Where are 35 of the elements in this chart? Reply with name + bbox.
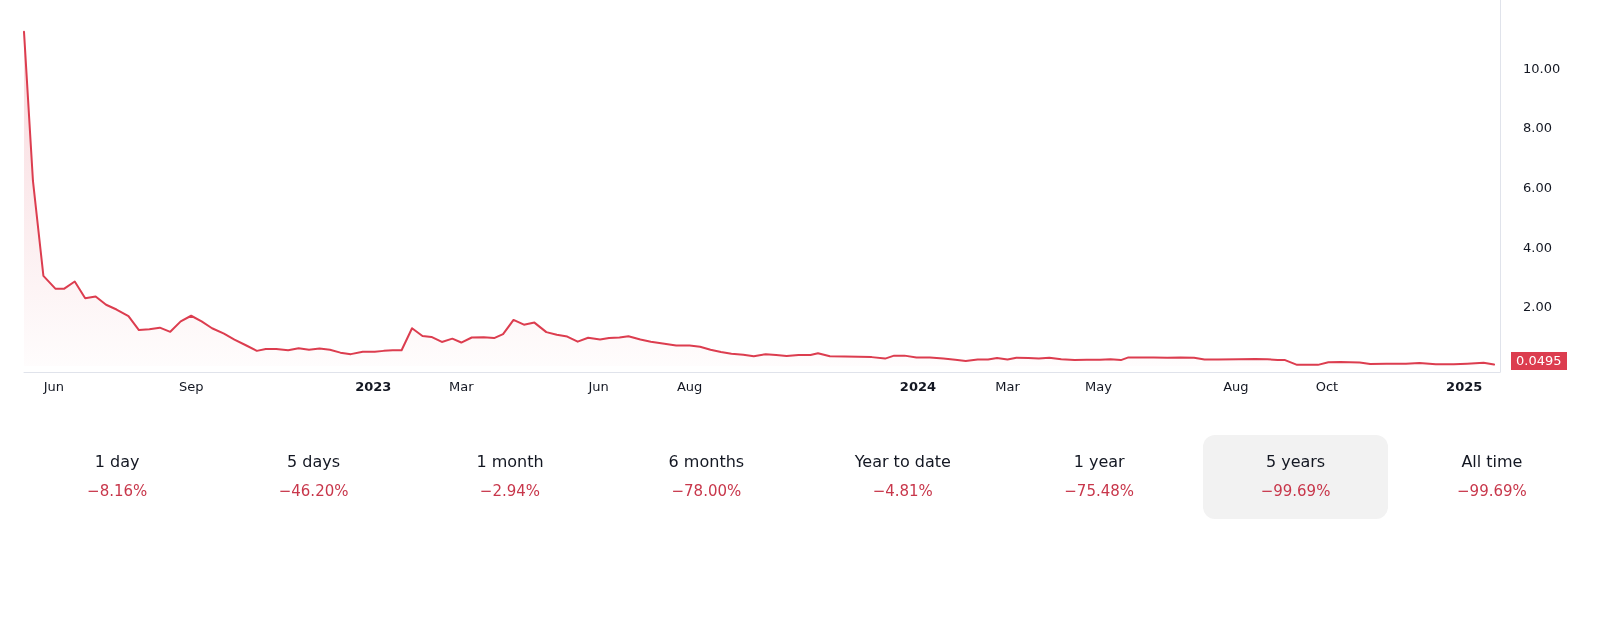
text: 1 day <box>94 452 140 472</box>
text: −8.16% <box>87 482 148 501</box>
x-tick-label: Aug <box>676 379 703 394</box>
text: 5 days <box>287 452 341 472</box>
x-tick-label: Mar <box>995 379 1021 394</box>
text: −75.48% <box>1064 482 1135 501</box>
text: 1 month <box>476 452 544 472</box>
x-tick-label: 2024 <box>899 379 937 394</box>
text: −78.00% <box>671 482 742 501</box>
text: 5 years <box>1265 452 1326 472</box>
x-tick-label: Aug <box>1223 379 1249 394</box>
y-tick-label: 6.00 <box>1523 179 1552 195</box>
x-tick-label: Oct <box>1315 379 1339 394</box>
text: −99.69% <box>1457 482 1527 501</box>
text: All time <box>1461 452 1523 472</box>
x-tick-label: Jun <box>587 379 609 394</box>
text: −4.81% <box>872 482 933 501</box>
x-tick-label: Mar <box>449 379 475 394</box>
text: −99.69% <box>1260 482 1331 501</box>
x-tick-label: May <box>1085 379 1113 394</box>
y-tick-label: 2.00 <box>1523 299 1552 315</box>
x-tick-label: Jun <box>42 379 64 394</box>
y-tick-label: 10.00 <box>1523 60 1561 76</box>
y-tick-label: 8.00 <box>1523 120 1552 136</box>
x-tick-label: 2023 <box>355 379 392 394</box>
y-tick-label: 4.00 <box>1523 239 1552 255</box>
text: 6 months <box>668 452 745 472</box>
x-tick-label: Sep <box>178 379 204 394</box>
price-tag: 0.0495 <box>1511 351 1567 370</box>
x-tick-label: 2025 <box>1446 379 1483 394</box>
text: Year to date <box>854 452 951 472</box>
text: −2.94% <box>479 482 541 501</box>
annotation: 0.0495 <box>1516 352 1562 369</box>
text: −46.20% <box>278 482 349 501</box>
text: 1 year <box>1073 452 1125 472</box>
